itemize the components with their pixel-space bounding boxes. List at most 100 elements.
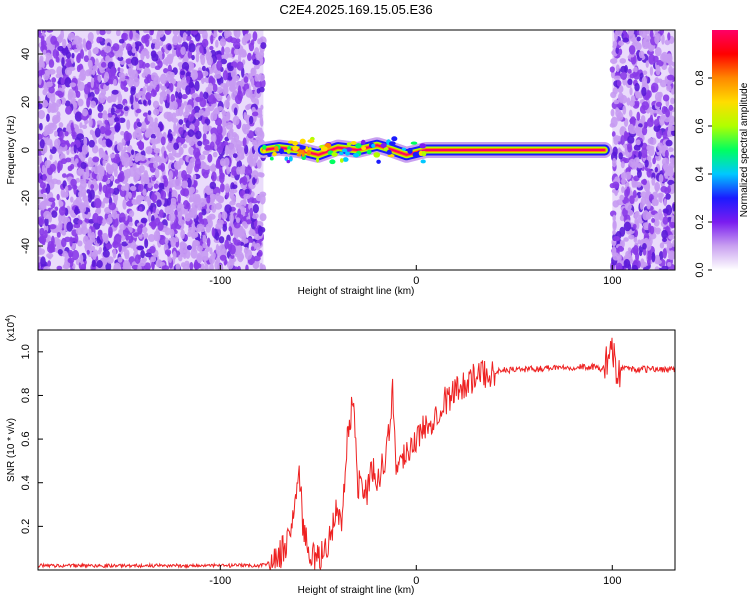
noise-blob (197, 140, 203, 147)
noise-blob (256, 159, 262, 169)
noise-blob (649, 30, 654, 39)
noise-blob (38, 216, 45, 226)
noise-blob (622, 37, 630, 43)
noise-blob (253, 153, 259, 161)
signal-speckle (371, 143, 376, 148)
noise-blob (199, 45, 204, 54)
noise-blob (218, 236, 225, 244)
noise-blob (76, 168, 84, 177)
noise-blob (612, 252, 620, 261)
noise-blob (90, 100, 97, 109)
signal-speckle (306, 149, 311, 156)
noise-blob (232, 226, 237, 235)
noise-blob (154, 155, 162, 163)
noise-blob (233, 133, 240, 143)
noise-blob (38, 245, 42, 256)
noise-blob (56, 193, 60, 201)
noise-blob (217, 212, 222, 220)
signal-speckle (361, 146, 367, 151)
signal-speckle (420, 159, 426, 164)
noise-blob (92, 47, 99, 55)
noise-blob (618, 40, 625, 46)
noise-blob (135, 93, 142, 99)
noise-blob (86, 249, 90, 255)
noise-blob (621, 177, 626, 185)
signal-speckle (401, 147, 406, 151)
noise-blob (134, 254, 141, 264)
noise-blob (668, 125, 675, 132)
noise-blob (250, 93, 256, 103)
noise-blob (224, 204, 232, 214)
noise-blob (665, 193, 671, 200)
noise-blob (666, 166, 674, 177)
noise-blob (636, 169, 642, 178)
noise-blob (102, 246, 107, 252)
noise-blob (612, 40, 618, 48)
noise-blob (196, 245, 203, 252)
snr-x-tick-label: 0 (413, 575, 419, 587)
noise-blob (129, 185, 137, 191)
noise-blob (195, 130, 202, 140)
noise-blob (666, 84, 672, 92)
noise-blob (252, 204, 259, 214)
noise-blob (77, 240, 83, 247)
noise-blob (668, 250, 675, 259)
noise-blob (627, 247, 632, 252)
noise-blob (139, 154, 146, 162)
noise-blob (140, 50, 145, 61)
noise-blob (612, 230, 616, 235)
noise-blob (638, 30, 643, 36)
noise-blob (227, 65, 234, 72)
noise-blob (64, 185, 69, 192)
noise-blob (74, 111, 83, 122)
noise-blob (620, 161, 625, 169)
noise-blob (70, 178, 77, 187)
noise-blob (56, 66, 63, 76)
noise-blob (75, 42, 83, 50)
noise-blob (671, 61, 675, 67)
noise-blob (238, 245, 243, 253)
noise-blob (92, 156, 100, 163)
noise-blob (172, 34, 179, 46)
noise-blob (56, 265, 63, 270)
noise-blob (175, 46, 181, 58)
noise-blob (623, 258, 631, 269)
noise-blob (133, 101, 138, 111)
noise-blob (38, 139, 41, 151)
noise-blob (185, 35, 192, 42)
noise-blob (60, 77, 65, 85)
noise-blob (204, 144, 212, 151)
noise-blob (646, 258, 651, 266)
noise-blob (622, 30, 627, 35)
spectrogram-plot-area (38, 30, 675, 270)
noise-blob (48, 86, 55, 94)
signal-speckle (262, 144, 267, 150)
noise-blob (259, 262, 263, 270)
noise-blob (211, 171, 217, 182)
noise-blob (243, 76, 249, 84)
noise-blob (654, 166, 659, 173)
noise-blob (613, 75, 621, 81)
noise-blob (626, 186, 631, 196)
noise-blob (642, 243, 647, 250)
noise-blob (180, 229, 186, 240)
noise-blob (202, 112, 208, 118)
noise-blob (224, 239, 229, 250)
snr-axes: -100 0 100 0.2 0.4 0.6 0.8 1.0 (20, 344, 621, 587)
noise-blob (224, 99, 230, 109)
noise-blob (229, 188, 238, 194)
noise-blob (254, 81, 262, 88)
noise-blob (66, 221, 73, 232)
noise-blob (232, 115, 240, 126)
noise-blob (124, 182, 130, 192)
noise-blob (49, 224, 57, 230)
noise-blob (236, 61, 244, 71)
noise-blob (68, 66, 76, 72)
spectrogram-y-tick-label: 40 (20, 48, 32, 60)
snr-frame (37, 329, 676, 571)
noise-blob (233, 48, 240, 56)
noise-blob (147, 234, 156, 243)
noise-blob (94, 58, 99, 67)
colorbar-ticks: 0.0 0.2 0.4 0.6 0.8 (694, 70, 712, 278)
noise-blob (224, 183, 230, 193)
